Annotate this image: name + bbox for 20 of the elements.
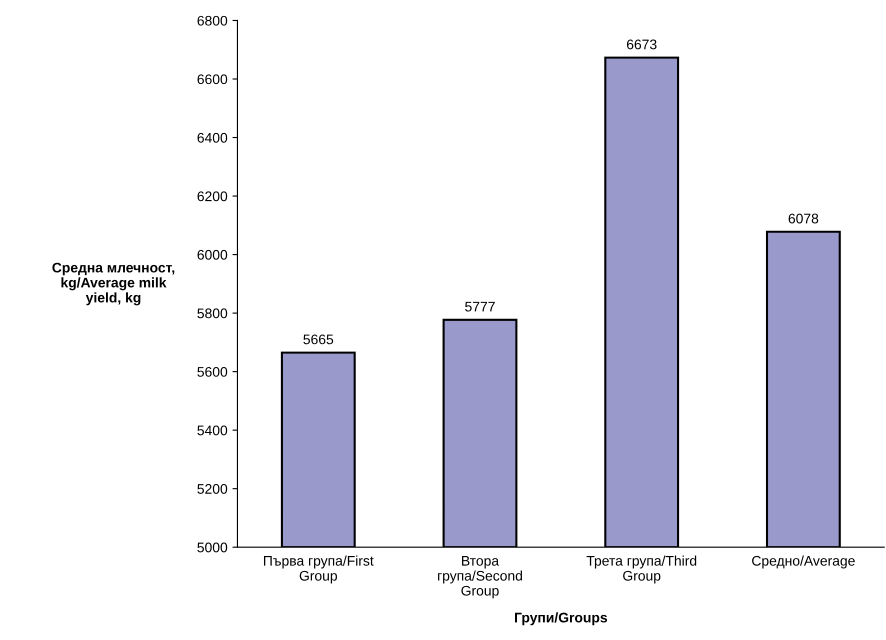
y-tick-label: 6200	[198, 191, 228, 202]
y-tick-label: 6000	[198, 250, 228, 260]
y-tick-label: 6400	[198, 132, 228, 143]
data-label: 6673	[626, 40, 657, 50]
x-tick-label: Първа група/First Group	[264, 556, 374, 584]
data-label: 6078	[788, 214, 818, 224]
data-label: 5665	[303, 334, 334, 344]
x-tick-label: Средно/Average	[752, 556, 855, 568]
y-tick-label: 6600	[198, 74, 228, 84]
y-tick-label: 5200	[197, 484, 228, 494]
y-tick-label: 6800	[198, 16, 228, 26]
x-axis-title: Групи/Groups	[515, 612, 608, 626]
data-label: 5777	[465, 302, 495, 312]
y-tick-label: 5800	[197, 308, 228, 318]
x-tick-label: Трета група/Third Group	[586, 556, 696, 584]
y-axis-title: Средна млечност, kg/Average milk yield, kg	[52, 262, 174, 306]
x-tick-label: Втора група/Second Group	[438, 556, 522, 598]
y-tick-label: 5400	[197, 425, 228, 436]
y-tick-label: 5600	[197, 366, 228, 377]
y-tick-label: 5000	[197, 542, 228, 552]
